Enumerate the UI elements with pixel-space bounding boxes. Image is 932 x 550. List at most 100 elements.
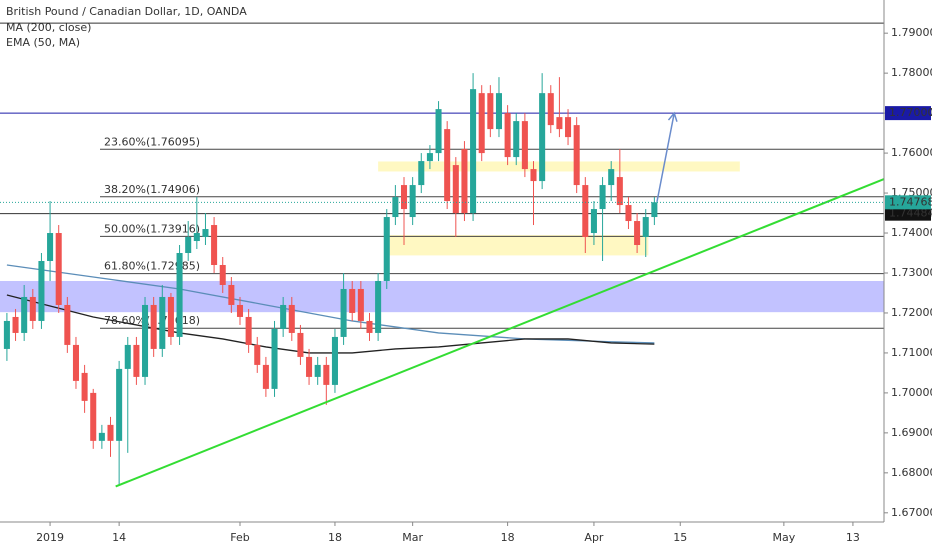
y-tick-label: 1.76000	[891, 146, 932, 159]
candle-body	[228, 284, 235, 305]
candle-body	[426, 153, 433, 162]
candle-body	[280, 304, 287, 329]
candle-body	[159, 296, 166, 349]
price-tag	[885, 195, 931, 210]
price-tag-label: 1.77000	[889, 106, 932, 119]
x-tick-label: 14	[112, 531, 126, 544]
price-tag	[885, 206, 931, 221]
x-tick-label: Apr	[584, 531, 604, 544]
candle-body	[107, 424, 114, 441]
x-tick-label: Feb	[230, 531, 249, 544]
y-tick-label: 1.74000	[891, 226, 932, 239]
candle-body	[521, 121, 528, 170]
candle-body	[573, 125, 580, 186]
candle-body	[72, 344, 79, 381]
candle-body	[400, 185, 408, 210]
candle-body	[202, 229, 209, 238]
candle-body	[616, 177, 623, 206]
candle-body	[219, 264, 226, 285]
y-tick-label: 1.71000	[891, 346, 932, 359]
candle-body	[297, 332, 304, 357]
candle-body	[12, 316, 19, 333]
candle-body	[211, 225, 218, 265]
price-tag-label: 1.74484	[889, 207, 932, 220]
x-tick-label: 15	[673, 531, 687, 544]
candle-body	[116, 368, 123, 441]
candle-body	[547, 93, 554, 126]
candle-body	[64, 304, 71, 345]
y-tick-label: 1.79000	[891, 26, 932, 39]
candle-body	[418, 161, 425, 186]
candle-body	[176, 253, 183, 337]
fib-label: 23.60%(1.76095)	[104, 135, 200, 148]
candle-body	[565, 117, 572, 138]
candle-body	[21, 296, 28, 333]
candle-body	[487, 93, 494, 130]
candle-body	[357, 288, 364, 321]
candle-body	[392, 197, 399, 218]
candle-body	[323, 364, 330, 385]
candle-body	[254, 344, 261, 365]
candle-body	[81, 372, 88, 401]
y-tick-label: 1.69000	[891, 426, 932, 439]
x-tick-label: 18	[328, 531, 342, 544]
candle-body	[55, 233, 62, 305]
candle-body	[150, 304, 157, 349]
zone	[387, 235, 649, 256]
candle-body	[314, 364, 321, 377]
candle-body	[124, 344, 131, 369]
candle-body	[495, 93, 502, 130]
x-tick-label: Mar	[402, 531, 423, 544]
candle-body	[29, 296, 36, 321]
moving-average-line	[6, 294, 655, 354]
y-tick-label: 1.67000	[891, 506, 932, 519]
candle-body	[340, 288, 347, 337]
candle-body	[634, 221, 641, 246]
x-tick-label: 2019	[36, 531, 64, 544]
legend-entry: MA (200, close)	[6, 21, 91, 34]
candle-body	[435, 109, 442, 154]
candle-body	[539, 93, 546, 182]
candle-body	[478, 93, 485, 154]
candle-body	[288, 304, 295, 333]
candle-body	[556, 117, 563, 130]
zone	[0, 280, 884, 313]
candle-body	[444, 129, 451, 202]
fib-label: 38.20%(1.74906)	[104, 183, 200, 196]
price-tag	[885, 106, 931, 121]
candle-body	[349, 288, 356, 313]
candle-body	[452, 165, 459, 214]
candle-body	[38, 261, 45, 321]
price-axis-bg	[884, 0, 932, 550]
candle-body	[651, 202, 658, 218]
candle-body	[513, 121, 520, 158]
x-tick-label: 13	[846, 531, 860, 544]
candle-body	[236, 304, 244, 317]
price-tag-label: 1.74768	[889, 195, 932, 208]
candle-body	[366, 320, 373, 333]
x-tick-label: 18	[501, 531, 515, 544]
candle-body	[590, 209, 597, 234]
candle-body	[47, 233, 54, 261]
fib-label: 50.00%(1.73916)	[104, 222, 200, 235]
candle-body	[3, 320, 10, 349]
candle-body	[245, 316, 252, 345]
candle-body	[470, 89, 477, 214]
chart-title: British Pound / Canadian Dollar, 1D, OAN…	[6, 5, 247, 18]
fib-label: 61.80%(1.72985)	[104, 260, 200, 273]
y-tick-label: 1.73000	[891, 266, 932, 279]
candle-body	[271, 328, 278, 389]
candle-body	[409, 185, 416, 218]
candle-body	[167, 296, 174, 337]
candle-body	[306, 356, 313, 377]
projection-arrow	[656, 112, 675, 202]
candle-body	[98, 432, 105, 441]
x-tick-label: May	[772, 531, 795, 544]
candle-body	[90, 392, 97, 441]
candle-body	[185, 237, 192, 254]
candle-body	[461, 149, 468, 214]
y-tick-label: 1.72000	[891, 306, 932, 319]
y-tick-label: 1.78000	[891, 66, 932, 79]
